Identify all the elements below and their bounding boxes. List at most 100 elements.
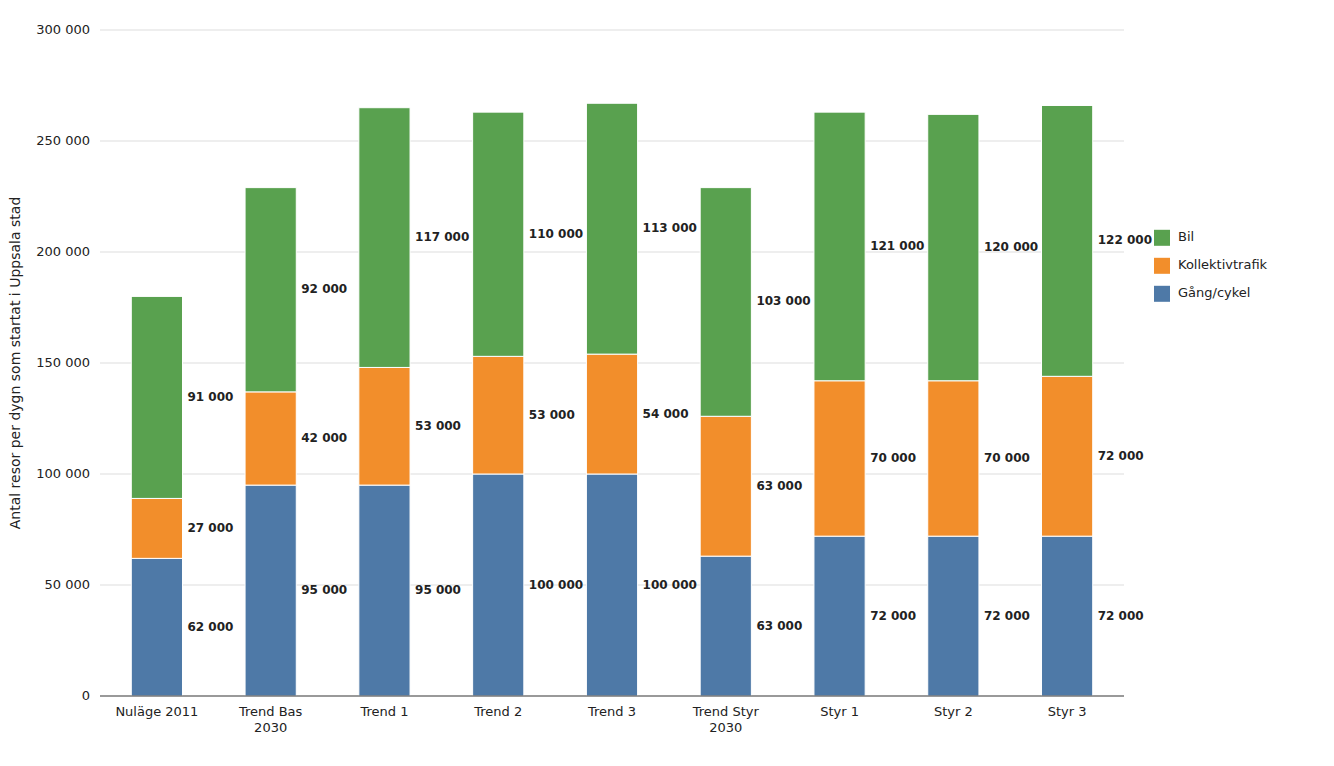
data-label: 53 000 bbox=[415, 419, 461, 433]
y-tick-label: 0 bbox=[82, 688, 90, 703]
bar-segment bbox=[245, 392, 296, 485]
bar-segment bbox=[245, 188, 296, 392]
x-tick-label: Trend 3 bbox=[587, 704, 636, 719]
x-tick-label-line: Trend Bas bbox=[238, 704, 303, 719]
x-axis: Nuläge 2011Trend Bas2030Trend 1Trend 2Tr… bbox=[115, 704, 1086, 735]
bar-segment bbox=[928, 381, 979, 536]
x-tick-label-line: 2030 bbox=[254, 720, 287, 735]
bar-segment bbox=[131, 296, 182, 498]
x-tick-label-line: Nuläge 2011 bbox=[115, 704, 198, 719]
data-label: 27 000 bbox=[187, 521, 233, 535]
bar-segment bbox=[245, 485, 296, 696]
data-label: 117 000 bbox=[415, 230, 469, 244]
data-label: 120 000 bbox=[984, 240, 1038, 254]
data-label: 100 000 bbox=[529, 578, 583, 592]
bar-segment bbox=[131, 558, 182, 696]
bar-segment bbox=[359, 108, 410, 368]
bar-segment bbox=[814, 112, 865, 381]
data-label: 92 000 bbox=[301, 282, 347, 296]
y-tick-label: 300 000 bbox=[36, 22, 90, 37]
bar-segment bbox=[928, 536, 979, 696]
data-label: 63 000 bbox=[756, 619, 802, 633]
x-tick-label: Trend 1 bbox=[359, 704, 408, 719]
data-label: 110 000 bbox=[529, 227, 583, 241]
data-label: 70 000 bbox=[870, 451, 916, 465]
bar-segment bbox=[700, 416, 751, 556]
data-label: 72 000 bbox=[870, 609, 916, 623]
data-label: 72 000 bbox=[984, 609, 1030, 623]
bar-segment bbox=[473, 474, 524, 696]
grid-line bbox=[100, 30, 1124, 31]
x-tick-label: Trend Bas2030 bbox=[238, 704, 303, 735]
data-label: 95 000 bbox=[301, 583, 347, 597]
data-labels: 62 000 95 000 95 000 100 000 100 000 63 000 72… bbox=[187, 221, 1152, 633]
y-tick-label: 100 000 bbox=[36, 466, 90, 481]
bar-segment bbox=[586, 354, 637, 474]
bar-segment bbox=[700, 188, 751, 417]
legend-swatch bbox=[1154, 286, 1170, 302]
grid-line bbox=[100, 696, 1124, 697]
data-label: 91 000 bbox=[187, 390, 233, 404]
y-axis: 0 50 000 100 000 150 000 200 000 250 000 300 0… bbox=[36, 22, 1124, 703]
data-label: 113 000 bbox=[643, 221, 697, 235]
bar-segment bbox=[1042, 536, 1093, 696]
bar-segment bbox=[359, 367, 410, 485]
data-label: 53 000 bbox=[529, 408, 575, 422]
chart-container: 0 50 000 100 000 150 000 200 000 250 000 300 0… bbox=[0, 0, 1334, 766]
x-tick-label-line: Trend 1 bbox=[359, 704, 408, 719]
data-label: 54 000 bbox=[643, 407, 689, 421]
x-tick-label-line: Styr 2 bbox=[934, 704, 973, 719]
data-label: 100 000 bbox=[643, 578, 697, 592]
data-label: 95 000 bbox=[415, 583, 461, 597]
x-tick-label: Styr 1 bbox=[820, 704, 859, 719]
plot-area: 0 50 000 100 000 150 000 200 000 250 000 300 0… bbox=[7, 22, 1268, 736]
x-tick-label: Styr 2 bbox=[934, 704, 973, 719]
y-tick-label: 50 000 bbox=[45, 577, 91, 592]
data-label: 72 000 bbox=[1098, 449, 1144, 463]
y-tick-label: 200 000 bbox=[36, 244, 90, 259]
data-label: 72 000 bbox=[1098, 609, 1144, 623]
data-label: 70 000 bbox=[984, 451, 1030, 465]
bar-segment bbox=[814, 536, 865, 696]
bar-segment bbox=[700, 556, 751, 696]
x-tick-label-line: Styr 1 bbox=[820, 704, 859, 719]
x-axis-line bbox=[100, 696, 1124, 697]
bar-segment bbox=[359, 485, 410, 696]
bar-segment bbox=[928, 114, 979, 380]
x-tick-label-line: Trend Styr bbox=[692, 704, 760, 719]
x-tick-label: Trend Styr2030 bbox=[692, 704, 760, 735]
legend-label: Gång/cykel bbox=[1178, 285, 1250, 300]
x-tick-label: Nuläge 2011 bbox=[115, 704, 198, 719]
legend: Bil Kollektivtrafik Gång/cykel bbox=[1154, 229, 1268, 301]
legend-label: Bil bbox=[1178, 229, 1194, 244]
bar-segment bbox=[473, 356, 524, 474]
x-tick-label-line: 2030 bbox=[709, 720, 742, 735]
x-tick-label-line: Trend 2 bbox=[473, 704, 522, 719]
x-tick-label-line: Styr 3 bbox=[1048, 704, 1087, 719]
legend-label: Kollektivtrafik bbox=[1178, 257, 1268, 272]
data-label: 103 000 bbox=[756, 294, 810, 308]
data-label: 121 000 bbox=[870, 239, 924, 253]
chart: 0 50 000 100 000 150 000 200 000 250 000 300 0… bbox=[0, 0, 1334, 766]
data-label: 62 000 bbox=[187, 620, 233, 634]
bar-segment bbox=[1042, 105, 1093, 376]
data-label: 122 000 bbox=[1098, 233, 1152, 247]
bars bbox=[131, 103, 1092, 696]
data-label: 42 000 bbox=[301, 431, 347, 445]
y-tick-label: 250 000 bbox=[36, 133, 90, 148]
legend-swatch bbox=[1154, 258, 1170, 274]
y-axis-label: Antal resor per dygn som startat i Uppsa… bbox=[7, 197, 23, 530]
bar-segment bbox=[586, 103, 637, 354]
bar-segment bbox=[586, 474, 637, 696]
bar-segment bbox=[131, 498, 182, 558]
y-tick-label: 150 000 bbox=[36, 355, 90, 370]
series bbox=[131, 103, 1092, 498]
x-tick-label: Trend 2 bbox=[473, 704, 522, 719]
bar-segment bbox=[1042, 376, 1093, 536]
data-label: 63 000 bbox=[756, 479, 802, 493]
legend-swatch bbox=[1154, 230, 1170, 246]
bar-segment bbox=[473, 112, 524, 356]
bar-segment bbox=[814, 381, 865, 536]
x-tick-label-line: Trend 3 bbox=[587, 704, 636, 719]
page: {"chart_data": { "type": "bar", "stacked… bbox=[0, 0, 1334, 766]
